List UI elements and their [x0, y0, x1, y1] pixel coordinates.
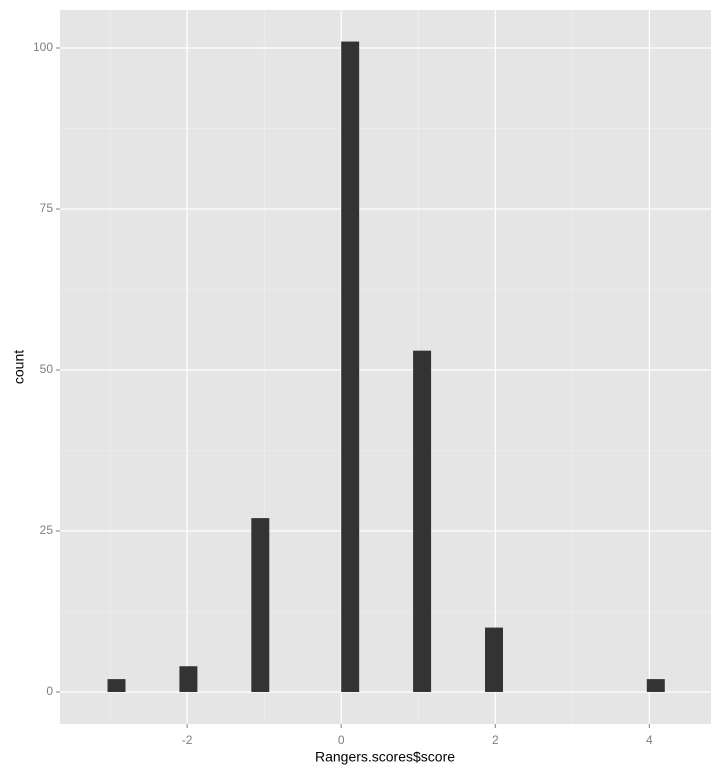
- x-tick-label: 2: [492, 733, 499, 747]
- y-tick-label: 100: [33, 40, 53, 54]
- y-tick-label: 75: [40, 201, 54, 215]
- bar: [107, 679, 126, 692]
- bar: [413, 350, 432, 692]
- bar: [341, 41, 360, 692]
- y-axis-title: count: [11, 350, 27, 384]
- x-tick-label: 4: [646, 733, 653, 747]
- panel: [60, 10, 711, 724]
- bar: [179, 666, 198, 692]
- x-tick-label: 0: [338, 733, 345, 747]
- x-axis-title: Rangers.scores$score: [315, 749, 455, 765]
- bar: [251, 518, 270, 692]
- y-tick-label: 0: [46, 684, 53, 698]
- y-tick-label: 25: [40, 523, 54, 537]
- bar: [646, 679, 665, 692]
- bar: [485, 627, 503, 692]
- y-tick-label: 50: [40, 362, 54, 376]
- x-tick-label: -2: [182, 733, 193, 747]
